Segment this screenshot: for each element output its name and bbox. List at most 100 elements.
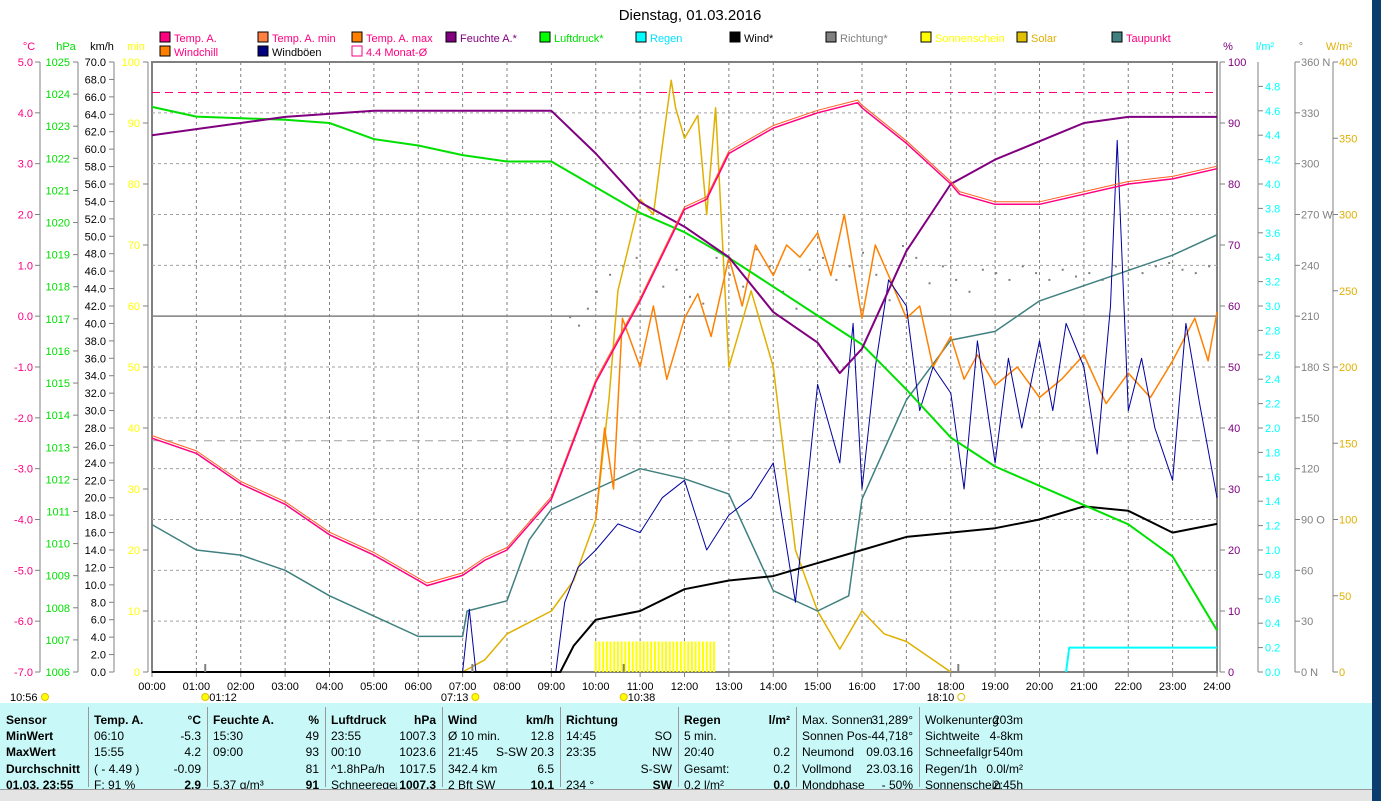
group-header: Wind km/h <box>448 713 554 729</box>
axis-tick-label: 1025 <box>46 57 70 69</box>
row-label: Gesamt: <box>684 762 730 776</box>
x-tick-label: 08:00 <box>493 681 521 693</box>
axis-tick-label: 3.6 <box>1265 228 1280 240</box>
group-title: Luftdruck <box>331 713 387 727</box>
series-windchill <box>151 99 1218 584</box>
axis-tick-label: 100 <box>1339 515 1357 527</box>
axis-tick-label: 70 <box>1228 240 1240 252</box>
group-row: 15:30 49 <box>213 729 319 745</box>
axis-tick-label: 270 W <box>1301 210 1333 222</box>
axis-tick-label: 1015 <box>46 378 70 390</box>
axis-tick-label: 2.0 <box>1265 423 1280 435</box>
x-tick-label: 04:00 <box>316 681 344 693</box>
x-tick-label: 01:00 <box>183 681 211 693</box>
axis-unit-rain: l/m² <box>1256 41 1275 53</box>
axis-tick-label: 6.0 <box>91 615 106 627</box>
axis-tick-label: 66.0 <box>85 92 106 104</box>
panel-column: Regen l/m² 5 min. 20:40 0.2 Gesamt: 0.2 0.2 l/m… <box>678 707 797 792</box>
group-title: Richtung <box>566 713 618 727</box>
group-row: 06:10 -5.3 <box>94 729 201 745</box>
legend-swatch <box>729 31 741 43</box>
axis-tick-label: 40.0 <box>85 318 106 330</box>
series-temp-a- <box>151 101 1218 587</box>
axis-tick-label: 0.4 <box>1265 618 1280 630</box>
astro-row: Sonnen Pos -44,718° <box>802 729 913 745</box>
row-value: 91 <box>305 778 319 792</box>
axis-tick-label: 50 <box>1228 362 1240 374</box>
axis-tick-label: 1021 <box>46 185 70 197</box>
sensor-row: 01.03. 23:55 <box>6 778 82 794</box>
axis-tick-label: 240 <box>1301 260 1319 272</box>
misc-label: Sonnenschein <box>925 778 1002 792</box>
legend-swatch <box>351 45 363 57</box>
axis-tick-label: 1019 <box>46 250 70 262</box>
axis-tick-label: 100 <box>1228 57 1246 69</box>
axis-tick-label: 2.8 <box>1265 325 1280 337</box>
axis-tick-label: 3.0 <box>1265 301 1280 313</box>
axis-unit-wind: km/h <box>90 41 114 53</box>
group-row: 21:45 S-SW 20.3 <box>448 745 554 761</box>
series-wind <box>152 505 1218 673</box>
axis-tick-label: 60.0 <box>85 144 106 156</box>
astro-label: Mondphase <box>802 778 865 792</box>
axis-tick-label: 4.4 <box>1265 130 1280 142</box>
group-row: Schneerege ↓1007.3 <box>331 778 436 794</box>
axis-tick-label: 30 <box>128 484 140 496</box>
axis-tick-label: 90 <box>128 118 140 130</box>
richtung-dot <box>928 282 931 285</box>
axis-tick-label: 0.6 <box>1265 594 1280 606</box>
axis-tick-label: 1.2 <box>1265 521 1280 533</box>
axis-tick-label: -5.0 <box>14 565 33 577</box>
group-title: Wind <box>448 713 478 727</box>
x-tick-label: 05:00 <box>360 681 388 693</box>
axis-tick-label: 60 <box>128 301 140 313</box>
richtung-dot <box>808 268 811 271</box>
group-row: 09:00 93 <box>213 745 319 761</box>
axis-tick-label: 1013 <box>46 442 70 454</box>
grid: 00:00 01:00 02:00 03:00 04:00 05:00 06:00 07:00… <box>138 61 1231 693</box>
group-row: F: 91 % 2.9 <box>94 778 201 794</box>
sensor-row: Durchschnitt <box>6 762 82 778</box>
group-row: 23:55 1007.3 <box>331 729 436 745</box>
axis-tick-label: 30.0 <box>85 406 106 418</box>
axis-tick-label: 1006 <box>46 667 70 679</box>
group-row: ( - 4.49 ) -0.09 <box>94 762 201 778</box>
axis-tick-label: 20 <box>1228 545 1240 557</box>
axis-tick-label: 4.8 <box>1265 81 1280 93</box>
richtung-dot <box>981 268 984 271</box>
richtung-dot <box>1088 272 1091 275</box>
group-row: Ø 10 min. 12.8 <box>448 729 554 745</box>
richtung-dot <box>595 290 598 293</box>
row-value: 0.0 <box>773 778 790 792</box>
legend-swatch <box>159 45 171 57</box>
axis-tick-label: 0 <box>134 667 140 679</box>
group-row: 342.4 km 6.5 <box>448 762 554 778</box>
axis-tick-label: 42.0 <box>85 301 106 313</box>
row-label: ( - 4.49 ) <box>94 762 140 776</box>
row-label: 20:40 <box>684 745 715 759</box>
axis-tick-label: 0 <box>1339 667 1345 679</box>
axis-tick-label: 38.0 <box>85 336 106 348</box>
misc-row: Sichtweite 4-8km <box>925 729 1023 745</box>
group-unit: km/h <box>525 713 554 727</box>
x-tick-label: 17:00 <box>893 681 921 693</box>
axis-tick-label: 46.0 <box>85 266 106 278</box>
richtung-dot <box>1008 278 1011 281</box>
axis-tick-label: 12.0 <box>85 562 106 574</box>
panel-column: Max. Sonnen 31,289° Sonnen Pos -44,718° Neum… <box>796 707 920 792</box>
group-unit: % <box>308 713 319 727</box>
row-value: ↓1007.3 <box>393 778 436 792</box>
axis-unit-min: min <box>127 41 145 53</box>
group-unit: hPa <box>413 713 436 727</box>
misc-row: Sonnenschein 2:45h <box>925 778 1023 794</box>
legend-label: Richtung* <box>840 33 888 45</box>
axis-tick-label: 2.2 <box>1265 399 1280 411</box>
axis-tick-label: 68.0 <box>85 74 106 86</box>
misc-value: 203m <box>992 713 1023 727</box>
legend-label: Temp. A. <box>174 33 217 45</box>
axis-tick-label: 1012 <box>46 474 70 486</box>
x-tick-label: 15:00 <box>804 681 832 693</box>
x-tick-label: 09:00 <box>538 681 566 693</box>
panel-column: Temp. A. °C 06:10 -5.3 15:55 4.2 ( - 4.49 ) -0.… <box>88 707 208 792</box>
axis-tick-label: -2.0 <box>14 413 33 425</box>
